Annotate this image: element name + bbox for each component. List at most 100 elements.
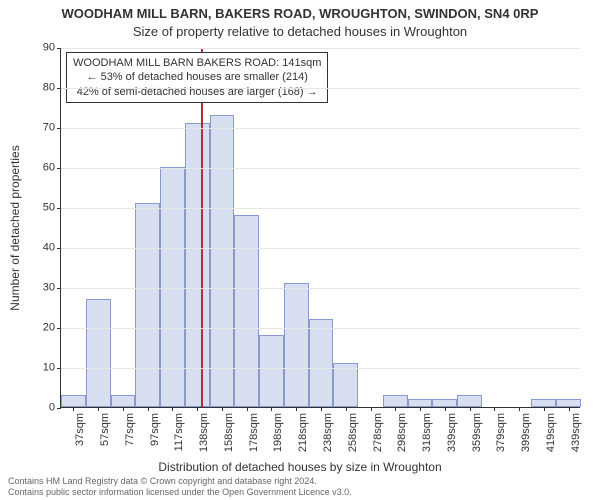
x-tick-mark: [519, 407, 520, 411]
footer-line-1: Contains HM Land Registry data © Crown c…: [8, 476, 592, 487]
x-tick-label: 37sqm: [74, 413, 86, 446]
y-tick-label: 30: [27, 283, 55, 294]
y-tick-mark: [57, 168, 61, 169]
x-tick-mark: [247, 407, 248, 411]
x-tick-mark: [197, 407, 198, 411]
info-box-line-3: 42% of semi-detached houses are larger (…: [73, 85, 321, 99]
x-tick-label: 178sqm: [248, 413, 260, 452]
x-tick-label: 57sqm: [99, 413, 111, 446]
y-tick-label: 20: [27, 323, 55, 334]
histogram-bar: [61, 395, 86, 407]
histogram-bar: [408, 399, 433, 407]
grid-line: [61, 88, 580, 89]
histogram-bar: [210, 115, 235, 407]
grid-line: [61, 328, 580, 329]
x-tick-mark: [148, 407, 149, 411]
footer-line-2: Contains public sector information licen…: [8, 487, 592, 498]
x-tick-label: 439sqm: [570, 413, 582, 452]
y-tick-mark: [57, 88, 61, 89]
histogram-bar: [135, 203, 160, 407]
x-tick-mark: [321, 407, 322, 411]
grid-line: [61, 168, 580, 169]
x-tick-mark: [346, 407, 347, 411]
x-tick-mark: [296, 407, 297, 411]
grid-line: [61, 208, 580, 209]
x-tick-label: 218sqm: [297, 413, 309, 452]
histogram-bar: [432, 399, 457, 407]
histogram-bar: [111, 395, 136, 407]
histogram-bar: [383, 395, 408, 407]
x-tick-label: 298sqm: [396, 413, 408, 452]
x-tick-label: 258sqm: [347, 413, 359, 452]
x-tick-mark: [98, 407, 99, 411]
x-tick-label: 198sqm: [272, 413, 284, 452]
y-tick-label: 60: [27, 163, 55, 174]
x-axis-label: Distribution of detached houses by size …: [0, 460, 600, 474]
grid-line: [61, 48, 580, 49]
chart-footer: Contains HM Land Registry data © Crown c…: [8, 476, 592, 498]
y-tick-label: 40: [27, 243, 55, 254]
y-tick-label: 80: [27, 83, 55, 94]
x-tick-label: 339sqm: [446, 413, 458, 452]
grid-line: [61, 128, 580, 129]
y-tick-mark: [57, 368, 61, 369]
x-tick-mark: [271, 407, 272, 411]
y-tick-mark: [57, 328, 61, 329]
x-tick-label: 359sqm: [471, 413, 483, 452]
x-tick-label: 399sqm: [520, 413, 532, 452]
y-tick-label: 10: [27, 363, 55, 374]
x-tick-label: 138sqm: [198, 413, 210, 452]
info-box-line-2: ← 53% of detached houses are smaller (21…: [73, 70, 321, 84]
x-tick-mark: [544, 407, 545, 411]
y-tick-label: 70: [27, 123, 55, 134]
histogram-bar: [284, 283, 309, 407]
x-tick-label: 117sqm: [173, 413, 185, 451]
y-tick-mark: [57, 248, 61, 249]
histogram-bar: [185, 123, 210, 407]
x-tick-label: 419sqm: [545, 413, 557, 452]
x-tick-mark: [371, 407, 372, 411]
x-tick-mark: [470, 407, 471, 411]
y-tick-label: 0: [27, 403, 55, 414]
histogram-bar: [457, 395, 482, 407]
x-tick-label: 318sqm: [421, 413, 433, 452]
histogram-bar: [86, 299, 111, 407]
grid-line: [61, 288, 580, 289]
x-tick-mark: [172, 407, 173, 411]
x-tick-label: 238sqm: [322, 413, 334, 452]
x-tick-mark: [73, 407, 74, 411]
y-tick-label: 50: [27, 203, 55, 214]
x-tick-label: 158sqm: [223, 413, 235, 452]
x-tick-mark: [494, 407, 495, 411]
y-tick-mark: [57, 128, 61, 129]
chart-subtitle: Size of property relative to detached ho…: [0, 24, 600, 39]
histogram-bar: [309, 319, 334, 407]
chart-title: WOODHAM MILL BARN, BAKERS ROAD, WROUGHTO…: [0, 6, 600, 21]
histogram-bar: [333, 363, 358, 407]
histogram-bar: [556, 399, 581, 407]
chart-plot-area: WOODHAM MILL BARN BAKERS ROAD: 141sqm ← …: [60, 48, 580, 408]
y-tick-mark: [57, 48, 61, 49]
x-tick-label: 379sqm: [495, 413, 507, 452]
x-tick-mark: [420, 407, 421, 411]
x-tick-label: 278sqm: [372, 413, 384, 452]
histogram-bar: [160, 167, 185, 407]
y-tick-mark: [57, 288, 61, 289]
x-tick-mark: [445, 407, 446, 411]
histogram-bar: [531, 399, 556, 407]
y-tick-mark: [57, 408, 61, 409]
histogram-bar: [234, 215, 259, 407]
x-tick-mark: [123, 407, 124, 411]
grid-line: [61, 368, 580, 369]
y-tick-mark: [57, 208, 61, 209]
histogram-bar: [259, 335, 284, 407]
x-tick-mark: [395, 407, 396, 411]
property-info-box: WOODHAM MILL BARN BAKERS ROAD: 141sqm ← …: [66, 52, 328, 103]
x-tick-mark: [222, 407, 223, 411]
y-axis-label: Number of detached properties: [8, 145, 22, 310]
y-tick-label: 90: [27, 43, 55, 54]
x-tick-label: 77sqm: [124, 413, 136, 446]
x-tick-mark: [569, 407, 570, 411]
x-tick-label: 97sqm: [149, 413, 161, 446]
grid-line: [61, 248, 580, 249]
